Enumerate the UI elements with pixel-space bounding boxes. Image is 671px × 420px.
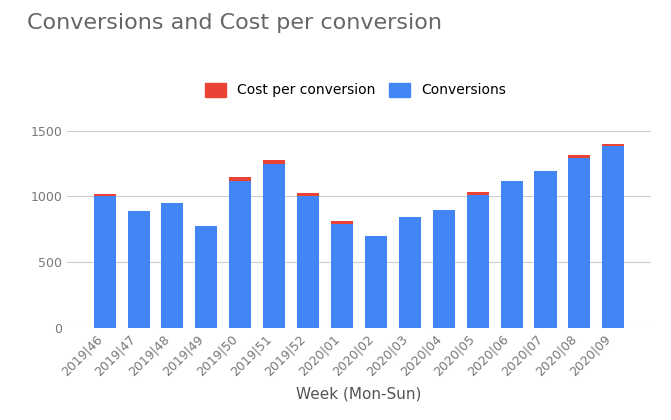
Bar	[195, 226, 217, 328]
Bar	[466, 195, 488, 328]
Bar	[297, 193, 319, 197]
Bar	[331, 224, 353, 328]
Bar	[399, 217, 421, 328]
Bar	[331, 221, 353, 224]
Bar	[501, 181, 523, 328]
Text: Conversions and Cost per conversion: Conversions and Cost per conversion	[27, 13, 442, 33]
Bar	[568, 158, 590, 328]
Bar	[365, 236, 387, 328]
Bar	[263, 160, 285, 163]
Bar	[568, 155, 590, 158]
X-axis label: Week (Mon-Sun): Week (Mon-Sun)	[297, 387, 421, 402]
Bar	[229, 181, 252, 328]
Bar	[603, 147, 624, 328]
Bar	[466, 192, 488, 195]
Bar	[433, 210, 455, 328]
Legend: Cost per conversion, Conversions: Cost per conversion, Conversions	[205, 83, 506, 97]
Bar	[94, 197, 115, 328]
Bar	[94, 194, 115, 197]
Bar	[603, 144, 624, 147]
Bar	[263, 163, 285, 328]
Bar	[162, 203, 183, 328]
Bar	[229, 177, 252, 181]
Bar	[127, 211, 150, 328]
Bar	[535, 171, 556, 328]
Bar	[297, 197, 319, 328]
